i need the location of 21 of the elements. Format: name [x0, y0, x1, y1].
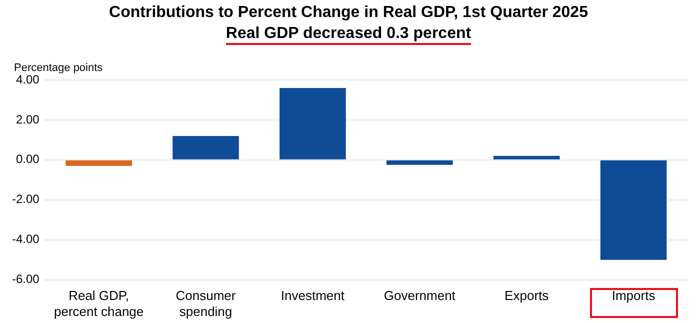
y-tick-label: 2.00	[16, 112, 40, 126]
bar	[66, 160, 132, 166]
bar	[280, 88, 346, 160]
y-tick-label: -6.00	[12, 272, 40, 286]
x-tick-label: Consumer spending	[176, 288, 236, 319]
bar	[493, 156, 560, 160]
y-axis-title: Percentage points	[14, 62, 103, 74]
chart-subtitle: Real GDP decreased 0.3 percent	[226, 25, 472, 42]
bar	[172, 136, 239, 160]
chart-title: Contributions to Percent Change in Real GDP, 1st Quarter 2025	[108, 4, 589, 22]
y-tick-label: -2.00	[12, 192, 40, 206]
bar	[386, 160, 453, 165]
x-tick-label: Imports	[612, 288, 656, 304]
x-tick-label: Investment	[280, 288, 345, 304]
y-tick-label: -4.00	[12, 232, 40, 246]
x-tick-label: Real GDP, percent change	[54, 288, 144, 319]
bar	[600, 160, 667, 260]
y-tick-label: 0.00	[16, 152, 40, 166]
x-tick-label: Exports	[504, 288, 550, 304]
x-tick-label: Government	[384, 288, 456, 304]
y-tick-label: 4.00	[16, 72, 40, 86]
